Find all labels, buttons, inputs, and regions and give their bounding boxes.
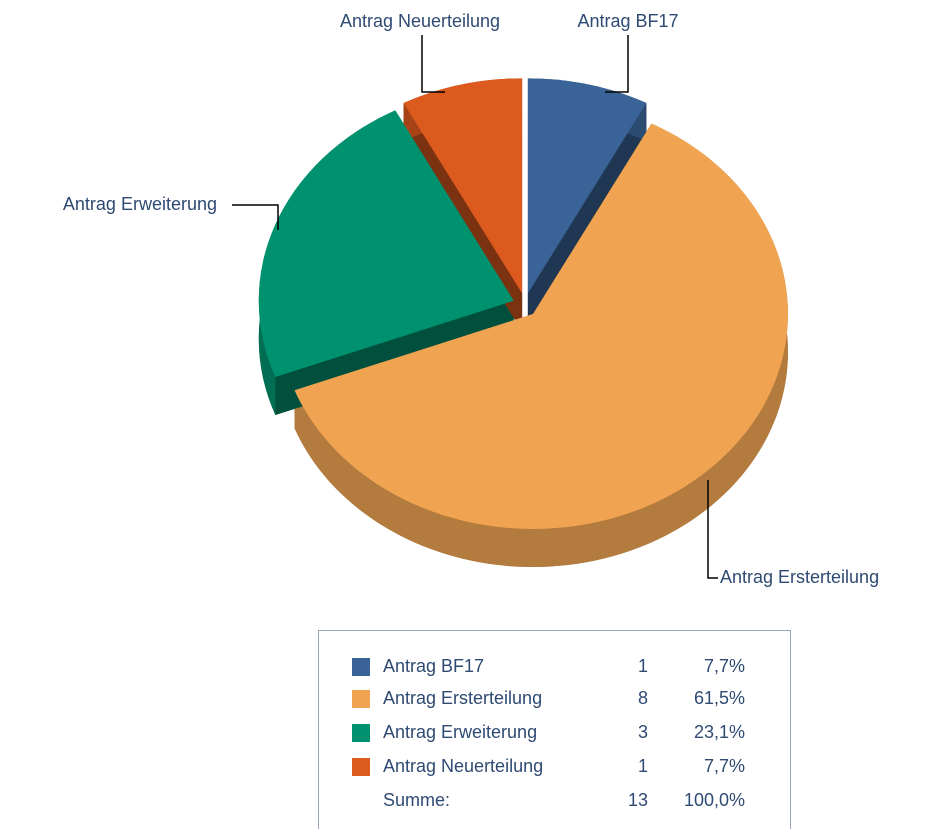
legend-label: Antrag BF17	[383, 656, 484, 676]
legend-box	[318, 630, 791, 829]
slice-label: Antrag Ersterteilung	[720, 567, 879, 587]
slice-label: Antrag BF17	[577, 11, 678, 31]
legend-label: Antrag Ersterteilung	[383, 688, 542, 708]
legend-count: 1	[638, 756, 648, 776]
legend-swatch	[352, 758, 370, 776]
leader-line	[421, 35, 445, 93]
legend-percent: 61,5%	[694, 688, 745, 708]
leader-line	[605, 35, 629, 93]
slice-label: Antrag Erweiterung	[63, 194, 217, 214]
legend-label: Antrag Neuerteilung	[383, 756, 543, 776]
pie-tops	[258, 78, 788, 529]
legend: Antrag BF17 1 7,7% Antrag Ersterteilung 8 61,…	[352, 656, 745, 776]
pie-slice	[294, 123, 788, 529]
pie-slice	[527, 78, 647, 294]
pie-slice	[258, 110, 514, 377]
sum-value: 13	[628, 790, 648, 810]
legend-count: 1	[638, 656, 648, 676]
legend-percent: 7,7%	[704, 656, 745, 676]
legend-label: Antrag Erweiterung	[383, 722, 537, 742]
slice-label: Antrag Neuerteilung	[340, 11, 500, 31]
legend-count: 3	[638, 722, 648, 742]
legend-swatch	[352, 690, 370, 708]
slice-side	[527, 102, 647, 332]
sum-percent: 100,0%	[684, 790, 745, 810]
legend-percent: 7,7%	[704, 756, 745, 776]
legend-swatch	[352, 658, 370, 676]
leader-lines	[232, 35, 718, 579]
pie-slice	[403, 78, 523, 294]
leader-line	[707, 480, 718, 579]
legend-percent: 23,1%	[694, 722, 745, 742]
legend-swatch	[352, 724, 370, 742]
leader-line	[232, 204, 279, 230]
sum-label: Summe:	[383, 790, 450, 810]
legend-count: 8	[638, 688, 648, 708]
